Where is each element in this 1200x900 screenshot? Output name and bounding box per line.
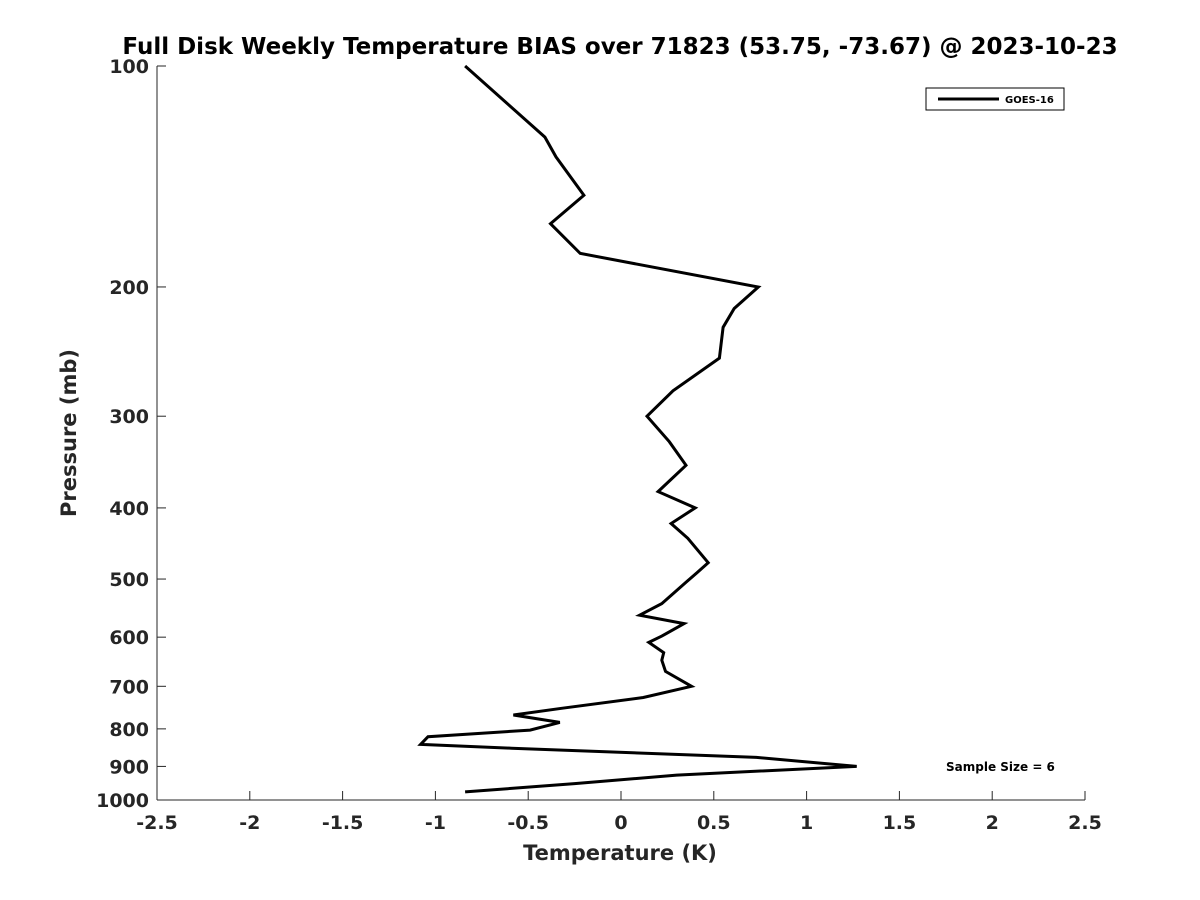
sample-size-annotation: Sample Size = 6 xyxy=(946,760,1055,774)
y-tick-label: 300 xyxy=(109,406,149,428)
y-tick-label: 500 xyxy=(109,569,149,591)
x-axis: -2.5 -2 -1.5 -1 -0.5 0 0.5 1 1.5 2 2.5 xyxy=(136,791,1102,834)
y-tick-label: 1000 xyxy=(96,790,149,812)
x-axis-label: Temperature (K) xyxy=(523,841,717,865)
chart-title: Full Disk Weekly Temperature BIAS over 7… xyxy=(122,34,1117,60)
y-tick-label: 200 xyxy=(109,277,149,299)
y-tick-label: 800 xyxy=(109,719,149,741)
y-tick-label: 400 xyxy=(109,498,149,520)
x-tick-label: 1.5 xyxy=(883,812,917,834)
series-layer xyxy=(417,64,857,794)
x-tick-label: 0 xyxy=(614,812,627,834)
x-tick-label: -0.5 xyxy=(507,812,549,834)
x-tick-label: 1 xyxy=(800,812,813,834)
y-axis: 100 200 300 400 500 600 700 800 900 1000 xyxy=(96,56,166,812)
x-tick-label: -1.5 xyxy=(322,812,364,834)
x-tick-label: 0.5 xyxy=(697,812,731,834)
x-tick-label: 2.5 xyxy=(1068,812,1102,834)
x-tick-label: -2.5 xyxy=(136,812,178,834)
y-tick-label: 900 xyxy=(109,756,149,778)
legend: GOES-16 xyxy=(925,87,1065,111)
x-tick-label: -1 xyxy=(425,812,446,834)
y-axis-label: Pressure (mb) xyxy=(57,349,81,517)
series-line-goes-16 xyxy=(417,64,857,794)
x-tick-label: 2 xyxy=(986,812,999,834)
legend-label-goes-16: GOES-16 xyxy=(1005,95,1054,106)
y-tick-label: 600 xyxy=(109,627,149,649)
y-tick-label: 100 xyxy=(109,56,149,78)
y-tick-label: 700 xyxy=(109,676,149,698)
x-tick-label: -2 xyxy=(239,812,260,834)
